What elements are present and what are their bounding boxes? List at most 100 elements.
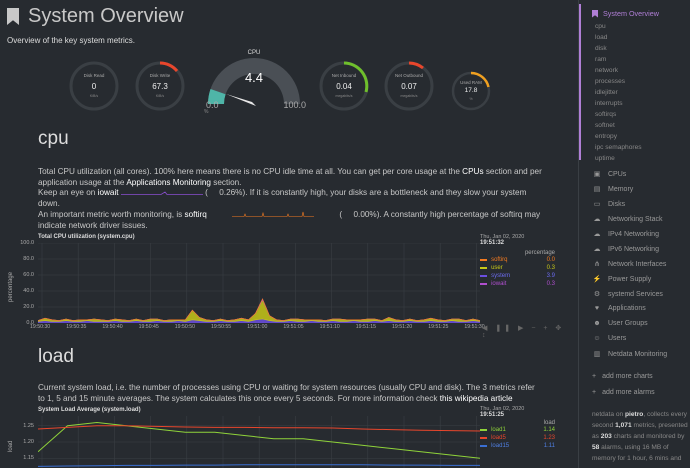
sidebar-item-systemd-services[interactable]: ⚙ systemd Services (592, 290, 663, 299)
sidebar-item-label: IPv6 Networking (608, 245, 659, 253)
x-tick-label: 19:51:00 (247, 324, 268, 330)
sidebar-item-system-overview[interactable]: System Overview (592, 9, 659, 18)
softirq-sparkline (232, 211, 315, 217)
legend-item[interactable]: iowait 0.3 (480, 280, 555, 288)
sidebar-item-label: CPUs (608, 170, 627, 178)
hostname: pietro (625, 411, 644, 418)
sidebar-item-ipv6-networking[interactable]: ☁ IPv6 Networking (592, 245, 659, 254)
plus-icon: + (592, 389, 597, 396)
legend-item[interactable]: load5 1.23 (480, 434, 555, 442)
used-ram-gauge[interactable]: Used RAM 17.8 % (450, 70, 492, 112)
legend-swatch (480, 437, 488, 439)
sidebar-item-disks[interactable]: ▭ Disks (592, 200, 626, 209)
legend-item[interactable]: load15 1.11 (480, 442, 555, 450)
link-label: add more alarms (602, 389, 655, 396)
legend-value: 1.11 (543, 443, 555, 449)
y-tick-label: 1.15 (23, 455, 34, 462)
sidebar-subitem-ipc-semaphores[interactable]: ipc semaphores (595, 144, 642, 151)
x-tick-label: 19:51:15 (355, 324, 376, 330)
legend-item[interactable]: softirq 0.0 (480, 256, 555, 264)
text: An important metric worth monitoring, is (38, 210, 185, 219)
disk-read-gauge[interactable]: Disk Read 0 KiB/s (68, 60, 120, 112)
plus-icon: + (592, 373, 597, 380)
text: alarms, using 16 MB of memory for 1 hour… (592, 444, 682, 462)
sidebar-item-user-groups[interactable]: ☻ User Groups (592, 320, 647, 327)
sidebar-subitem-softnet[interactable]: softnet (595, 122, 615, 129)
sidebar-item-memory[interactable]: ▤ Memory (592, 185, 634, 194)
load-description: Current system load, i.e. the number of … (38, 382, 543, 404)
sidebar-subitem-cpu[interactable]: cpu (595, 23, 606, 30)
net-inbound-gauge[interactable]: Net Inbound 0.04 megabits/s (318, 60, 370, 112)
sidebar-item-label: Power Supply (608, 275, 652, 283)
iowait-label: iowait (97, 188, 119, 197)
chart-toolbar[interactable]: ◀ ❚❚ ▶ − + ✥ ↕ (482, 325, 565, 339)
sidebar-subitem-disk[interactable]: disk (595, 45, 607, 52)
gauge-label: Disk Write (149, 73, 171, 78)
wikipedia-link[interactable]: this wikipedia article (439, 394, 513, 403)
sidebar-subitem-softirqs[interactable]: softirqs (595, 111, 617, 118)
sidebar-subitem-interrupts[interactable]: interrupts (595, 100, 623, 107)
legend-swatch (480, 429, 488, 431)
charts-count: 203 (600, 433, 612, 440)
sidebar-subitem-uptime[interactable]: uptime (595, 155, 615, 162)
legend-name: user (491, 265, 503, 271)
add-more-alarms-link[interactable]: + add more alarms (592, 389, 655, 396)
sidebar-subitem-ram[interactable]: ram (595, 56, 607, 63)
bookmark-icon (592, 9, 598, 18)
legend-swatch (480, 259, 488, 261)
gauge-value: 4.4 (244, 70, 264, 85)
gauge-label: Net Inbound (331, 73, 357, 78)
section-title-load: load (38, 346, 74, 367)
gauge-max: 100.0 (283, 100, 306, 110)
series-area-softirq (38, 298, 480, 321)
text: charts and monitored by (611, 433, 685, 440)
main-content: System Overview Overview of the key syst… (7, 5, 565, 468)
sidebar-subitem-processes[interactable]: processes (595, 78, 626, 85)
sidebar-item-label: IPv4 Networking (608, 230, 659, 238)
add-more-charts-link[interactable]: + add more charts (592, 373, 653, 380)
x-tick-label: 19:50:45 (138, 324, 159, 330)
power-icon: ⚡ (592, 276, 602, 283)
sidebar-item-ipv4-networking[interactable]: ☁ IPv4 Networking (592, 230, 659, 239)
sidebar-item-power-supply[interactable]: ⚡ Power Supply (592, 275, 652, 284)
cpus-link[interactable]: CPUs (462, 167, 484, 176)
disk-write-gauge[interactable]: Disk Write 67.3 KiB/s (134, 60, 186, 112)
softirq-description: An important metric worth monitoring, is… (38, 209, 543, 231)
gauge-unit: KiB/s (89, 94, 99, 98)
metrics-count: 1,071 (615, 422, 632, 429)
x-tick-label: 19:51:05 (283, 324, 304, 330)
x-tick-label: 19:51:20 (392, 324, 413, 330)
sidebar-subitem-load[interactable]: load (595, 34, 608, 41)
legend-item[interactable]: system 3.9 (480, 272, 555, 280)
sidebar-item-network-interfaces[interactable]: ⋔ Network Interfaces (592, 260, 666, 269)
gauge-value: 17.8 (464, 87, 478, 94)
x-tick-label: 19:51:10 (319, 324, 340, 330)
legend-item[interactable]: load1 1.14 (480, 426, 555, 434)
sidebar-item-applications[interactable]: ♥ Applications (592, 305, 646, 312)
load-chart[interactable] (38, 416, 480, 468)
gauge-unit: megabits/s (400, 94, 418, 98)
sidebar-item-label: Netdata Monitoring (608, 350, 668, 358)
x-tick-label: 19:50:40 (102, 324, 123, 330)
legend-name: softirq (491, 257, 508, 263)
sidebar-subitem-network[interactable]: network (595, 67, 619, 74)
cpu-gauge[interactable]: CPU 4.4 0.0 100.0 % (198, 50, 310, 115)
legend-item[interactable]: user 0.3 (480, 264, 555, 272)
sitemap-icon: ⋔ (594, 261, 600, 268)
sidebar-item-networking-stack[interactable]: ☁ Networking Stack (592, 215, 663, 224)
gauge-unit: KiB/s (155, 94, 165, 98)
sidebar-item-cpus[interactable]: ▣ CPUs (592, 170, 627, 179)
x-tick-label: 19:51:25 (428, 324, 449, 330)
cpu-chart[interactable] (38, 243, 480, 323)
sidebar-item-netdata-monitoring[interactable]: ▥ Netdata Monitoring (592, 350, 668, 359)
sidebar-subitem-idlejitter[interactable]: idlejitter (595, 89, 618, 96)
net-outbound-gauge[interactable]: Net Outbound 0.07 megabits/s (383, 60, 435, 112)
applications-monitoring-link[interactable]: Applications Monitoring (126, 178, 211, 187)
sidebar-item-users[interactable]: ☺ Users (592, 335, 626, 342)
legend-name: iowait (491, 281, 507, 287)
x-tick-label: 19:51:30 (464, 324, 485, 330)
sidebar-item-label: Disks (608, 200, 626, 208)
sidebar-active-indicator (579, 4, 581, 160)
sidebar-subitem-entropy[interactable]: entropy (595, 133, 617, 140)
iowait-sparkline (120, 191, 203, 195)
